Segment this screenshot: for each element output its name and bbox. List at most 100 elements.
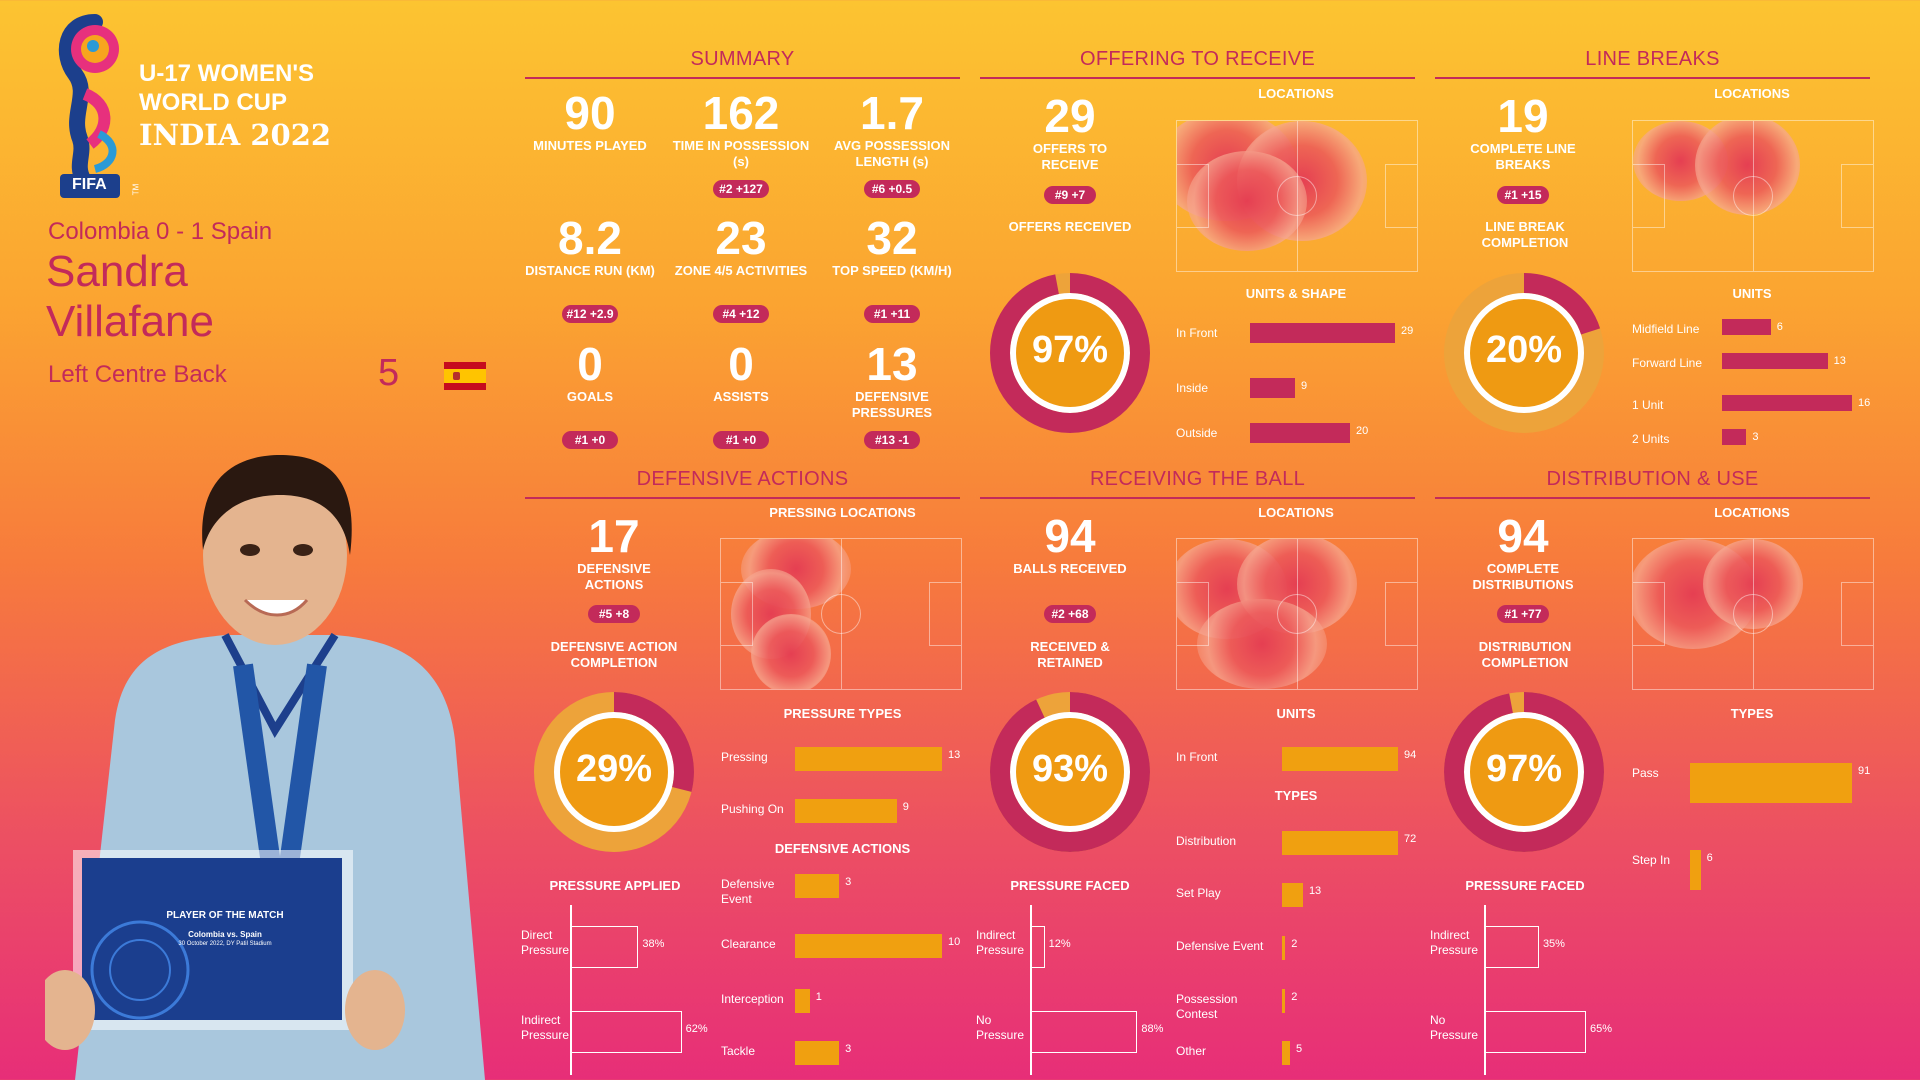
bar-fill	[1250, 423, 1350, 443]
pitch-centre-circle	[821, 594, 861, 634]
pitch-right-box	[1385, 582, 1417, 646]
pressure-label: No Pressure	[1430, 1013, 1479, 1042]
offering-title: OFFERING TO RECEIVE	[1080, 48, 1315, 70]
summary-stat-label: TIME IN POSSESSION (s)	[672, 138, 810, 169]
pitch-centre-circle	[1277, 594, 1317, 634]
bar-label: Outside	[1176, 426, 1218, 440]
receiving-donut-pct: 93%	[1031, 748, 1109, 790]
summary-stat-label: ASSISTS	[713, 389, 769, 404]
bar-fill	[795, 1041, 840, 1065]
linebreaks-donut-pct: 20%	[1485, 329, 1563, 371]
bar-fill	[1282, 989, 1286, 1013]
summary-stat-badge: #13 -1	[864, 431, 920, 449]
event-title-line2: WORLD CUP	[139, 89, 287, 116]
donut-ring	[1444, 273, 1604, 433]
bar-value: 13	[948, 749, 961, 761]
pressure-value: 88%	[1141, 1023, 1164, 1035]
defensive-label: DEFENSIVE ACTIONS	[577, 561, 651, 592]
summary-stat-badge: #1 +0	[562, 431, 618, 449]
bar-value: 3	[845, 1043, 852, 1055]
donut-ring	[990, 692, 1150, 852]
match-score: Colombia 0 - 1 Spain	[48, 218, 273, 245]
bar-label: Inside	[1176, 381, 1209, 395]
plaque-title: PLAYER OF THE MATCH	[166, 910, 284, 921]
bar-label: Distribution	[1176, 834, 1237, 848]
bar-label: Tackle	[721, 1044, 756, 1058]
summary-title: SUMMARY	[690, 48, 795, 70]
distribution-pressure-label: PRESSURE FACED	[1465, 878, 1585, 893]
bar-fill	[1722, 429, 1747, 445]
summary-stat-value: 0	[728, 338, 754, 390]
bar-value: 6	[1706, 852, 1713, 864]
bar-label: Pressing	[721, 750, 768, 764]
bar-fill	[1250, 378, 1295, 398]
bar-label: Defensive Event	[721, 877, 775, 906]
linebreaks-label: COMPLETE LINE BREAKS	[1470, 141, 1576, 172]
donut-ring	[1444, 692, 1604, 852]
bar-fill	[1722, 395, 1852, 411]
bar-value: 94	[1404, 749, 1417, 761]
offering-badge: #9 +7	[1044, 186, 1096, 204]
offering-donut	[989, 272, 1151, 434]
linebreaks-units-label: UNITS	[1732, 286, 1772, 301]
offering-label: OFFERS TO RECEIVE	[1032, 141, 1108, 172]
bar-value: 16	[1858, 397, 1871, 409]
offering-rule	[980, 77, 1415, 79]
bar-value: 13	[1833, 355, 1846, 367]
distribution-value: 94	[1497, 510, 1549, 562]
world-cup-logo	[55, 14, 135, 204]
defensive-value: 17	[588, 510, 640, 562]
bar-value: 13	[1308, 885, 1322, 897]
summary-stat-badge: #1 +0	[713, 431, 769, 449]
pitch-right-box	[1841, 164, 1873, 228]
bar-value: 9	[1301, 380, 1308, 392]
pitch-left-box	[1177, 582, 1209, 646]
offering-donut-pct: 97%	[1031, 329, 1109, 371]
bar-fill	[1690, 763, 1852, 803]
bar-fill	[1722, 353, 1828, 369]
receiving-rule	[980, 497, 1415, 499]
pressure-box	[1484, 926, 1539, 968]
bar-value: 3	[1752, 431, 1759, 443]
receiving-value: 94	[1044, 510, 1096, 562]
receiving-title: RECEIVING THE BALL	[1089, 468, 1306, 490]
bar-label: Set Play	[1176, 886, 1221, 900]
summary-stat-badge: #12 +2.9	[562, 305, 618, 323]
pitch-right-box	[1841, 582, 1873, 646]
distribution-donut	[1443, 691, 1605, 853]
pressure-value: 65%	[1590, 1023, 1613, 1035]
pitch-right-box	[1385, 164, 1417, 228]
bar-value: 5	[1296, 1043, 1303, 1055]
linebreaks-pitch	[1632, 120, 1874, 272]
pitch-centre-circle	[1277, 176, 1317, 216]
receiving-badge: #2 +68	[1044, 605, 1096, 623]
summary-stat-label: GOALS	[566, 389, 614, 404]
distribution-locations-label: LOCATIONS	[1714, 505, 1790, 520]
summary-stat-value: 90	[564, 87, 616, 139]
bar-fill	[795, 989, 810, 1013]
pitch-centre-circle	[1733, 594, 1773, 634]
linebreaks-donut	[1443, 272, 1605, 434]
pressure-types-label: PRESSURE TYPES	[783, 706, 902, 721]
bar-label: 1 Unit	[1632, 398, 1664, 412]
bar-fill	[1282, 831, 1398, 855]
defensive-donut	[533, 691, 695, 853]
linebreaks-locations-label: LOCATIONS	[1714, 86, 1790, 101]
offering-locations-label: LOCATIONS	[1258, 86, 1334, 101]
pressure-value: 62%	[685, 1023, 708, 1035]
bar-value: 1	[815, 991, 822, 1003]
bar-value: 2	[1291, 938, 1298, 950]
summary-stat-value: 13	[866, 338, 918, 390]
pressure-label: Indirect Pressure	[521, 1013, 570, 1042]
offering-value: 29	[1044, 90, 1096, 142]
pressure-box	[1484, 1011, 1587, 1053]
bar-label: In Front	[1176, 750, 1218, 764]
defensive-donut-label: DEFENSIVE ACTION COMPLETION	[550, 639, 678, 670]
bar-value: 20	[1356, 425, 1369, 437]
linebreaks-badge: #1 +15	[1497, 186, 1549, 204]
defensive-locations-label: PRESSING LOCATIONS	[769, 505, 916, 520]
bar-fill	[1282, 1041, 1291, 1065]
bar-value: 3	[845, 876, 852, 888]
bar-fill	[1722, 319, 1771, 335]
summary-stat-value: 1.7	[860, 87, 924, 139]
